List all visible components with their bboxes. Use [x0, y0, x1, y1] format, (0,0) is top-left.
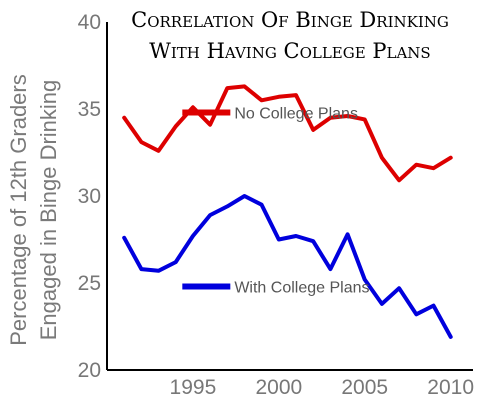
axes	[106, 22, 473, 371]
series-lines	[122, 84, 453, 339]
x-tick-label: 1995	[170, 376, 217, 399]
y-axis-label: Percentage of 12th Graders Engaged in Bi…	[6, 74, 61, 346]
chart-title-line-1: Correlation Of Binge Drinking	[131, 8, 449, 32]
legend: No College Plans With College Plans	[182, 105, 369, 296]
legend-label: With College Plans	[234, 279, 369, 296]
chart-title-line-2: With Having College Plans	[149, 39, 430, 63]
y-tick-label: 25	[78, 272, 101, 295]
y-tick-label: 40	[78, 11, 101, 34]
x-tick-label: 2005	[341, 376, 388, 399]
y-tick-labels: 20 25 30 35 40	[78, 11, 101, 382]
series-line-no-college-plans	[122, 84, 453, 183]
legend-label: No College Plans	[234, 105, 358, 122]
y-axis-label-line-2: Engaged in Binge Drinking	[36, 80, 61, 341]
y-tick-label: 20	[78, 359, 101, 382]
x-tick-labels: 1995 2000 2005 2010	[170, 376, 474, 399]
y-axis-label-line-1: Percentage of 12th Graders	[6, 74, 31, 346]
series-line-with-college-plans	[122, 194, 453, 339]
y-tick-label: 35	[78, 98, 101, 121]
y-tick-label: 30	[78, 185, 101, 208]
x-tick-label: 2010	[427, 376, 474, 399]
x-tick-label: 2000	[255, 376, 302, 399]
